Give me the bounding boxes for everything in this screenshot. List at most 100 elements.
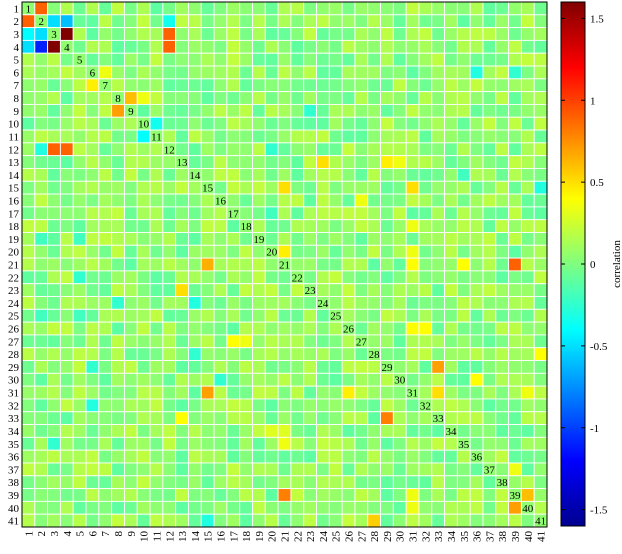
heatmap-cell <box>431 449 446 464</box>
heatmap-cell <box>367 193 381 208</box>
heatmap-cell <box>188 296 202 310</box>
heatmap-cell <box>136 488 151 502</box>
heatmap-cell <box>328 436 343 451</box>
heatmap-cell <box>85 283 100 297</box>
diagonal-label: 30 <box>394 375 406 387</box>
heatmap-cell <box>456 270 471 285</box>
heatmap-cell <box>456 308 471 323</box>
heatmap-cell <box>200 129 215 144</box>
heatmap-cell <box>59 91 74 105</box>
heatmap-cell <box>303 1 317 16</box>
heatmap-cell <box>47 283 61 297</box>
heatmap-cell <box>264 424 279 438</box>
heatmap-cell <box>354 475 369 490</box>
heatmap-cell <box>303 360 317 374</box>
heatmap-cell <box>533 14 548 29</box>
heatmap-cell <box>226 398 241 413</box>
heatmap-cell <box>482 219 497 233</box>
heatmap-cell <box>316 129 330 144</box>
heatmap-cell <box>264 142 279 157</box>
heatmap-cell <box>162 219 177 233</box>
heatmap-cell <box>469 360 484 374</box>
y-tick-label: 34 <box>8 426 20 438</box>
heatmap-cell <box>21 347 36 361</box>
diagonal-label: 34 <box>445 426 457 438</box>
y-tick-label: 40 <box>8 503 20 515</box>
heatmap-cell <box>277 270 292 285</box>
heatmap-cell <box>482 14 497 29</box>
heatmap-cell <box>34 78 49 93</box>
heatmap-cell <box>354 270 369 285</box>
heatmap-cell <box>175 308 189 323</box>
heatmap-cell <box>290 424 305 438</box>
heatmap-cell <box>226 39 241 54</box>
heatmap-cell <box>72 1 87 16</box>
heatmap-cell <box>239 65 253 80</box>
heatmap-cell <box>123 91 138 105</box>
heatmap-cell <box>341 398 356 413</box>
heatmap-cell <box>354 193 369 208</box>
heatmap-cell <box>213 449 228 464</box>
heatmap-cell <box>533 27 548 41</box>
heatmap-cell <box>277 462 292 477</box>
heatmap-cell <box>469 244 484 259</box>
heatmap-cell <box>469 14 484 29</box>
heatmap-cell <box>456 372 471 387</box>
heatmap-cell <box>469 39 484 54</box>
heatmap-cell <box>380 129 394 144</box>
heatmap-cell <box>213 116 228 131</box>
heatmap-cell <box>239 449 253 464</box>
heatmap-cell <box>239 103 253 118</box>
heatmap-cell <box>392 206 407 221</box>
heatmap-cell <box>162 39 177 54</box>
heatmap-cell <box>482 334 497 349</box>
x-tick-label: 4 <box>62 531 74 537</box>
heatmap-cell <box>277 27 292 41</box>
heatmap-cell <box>469 513 484 528</box>
diagonal-label: 37 <box>484 464 496 476</box>
heatmap-cell <box>21 232 36 246</box>
heatmap-cell <box>418 142 433 157</box>
heatmap-cell <box>239 180 253 195</box>
heatmap-cell <box>277 180 292 195</box>
heatmap-cell <box>123 462 138 477</box>
heatmap-cell <box>367 219 381 233</box>
heatmap-cell <box>380 411 394 426</box>
diagonal-label: 17 <box>228 208 240 220</box>
heatmap-cell <box>469 142 484 157</box>
y-tick-label: 19 <box>8 234 20 246</box>
heatmap-cell <box>508 91 522 105</box>
heatmap-cell <box>149 500 164 515</box>
heatmap-cell <box>123 334 138 349</box>
x-tick-label: 9 <box>126 531 138 537</box>
heatmap-cell <box>354 116 369 131</box>
heatmap-cell <box>226 1 241 16</box>
x-tick-label: 24 <box>318 531 330 543</box>
heatmap-cell <box>123 116 138 131</box>
heatmap-cell <box>162 65 177 80</box>
heatmap-cell <box>123 500 138 515</box>
x-tick-label: 41 <box>536 531 548 542</box>
heatmap-cell <box>175 462 189 477</box>
heatmap-cell <box>341 257 356 272</box>
heatmap-cell <box>482 372 497 387</box>
heatmap-cell <box>405 1 420 16</box>
heatmap-cell <box>495 360 510 374</box>
heatmap-cell <box>85 424 100 438</box>
heatmap-cell <box>290 206 305 221</box>
heatmap-cell <box>277 219 292 233</box>
heatmap-cell <box>520 385 535 400</box>
heatmap-cell <box>34 398 49 413</box>
heatmap-cell <box>328 1 343 16</box>
heatmap-cell <box>59 219 74 233</box>
heatmap-cell <box>392 436 407 451</box>
x-tick-label: 16 <box>215 531 227 543</box>
heatmap-cell <box>316 142 330 157</box>
heatmap-cell <box>520 462 535 477</box>
heatmap-cell <box>264 360 279 374</box>
heatmap-cell <box>175 129 189 144</box>
heatmap-cell <box>392 180 407 195</box>
heatmap-cell <box>290 360 305 374</box>
heatmap-cell <box>508 347 522 361</box>
colorbar-tick-label: 0.5 <box>590 177 604 189</box>
